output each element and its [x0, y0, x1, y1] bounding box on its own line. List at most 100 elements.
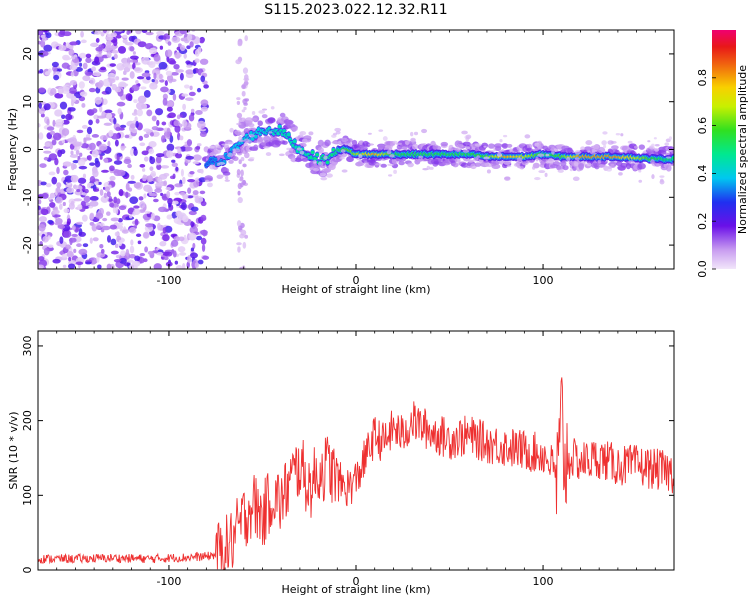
noise-speckle [95, 212, 104, 219]
noise-speckle [109, 224, 118, 230]
noise-speckle [114, 139, 119, 147]
noise-speckle [106, 191, 111, 198]
ridge-speckle [524, 134, 531, 139]
noise-speckle [101, 225, 111, 231]
noise-speckle [114, 243, 119, 249]
noise-speckle [157, 222, 161, 231]
ridge-speckle [218, 161, 226, 165]
ridge-speckle [483, 145, 487, 148]
noise-speckle [194, 262, 200, 269]
noise-speckle [110, 32, 118, 38]
noise-speckle [49, 130, 56, 135]
noise-speckle [75, 66, 83, 72]
noise-speckle [156, 251, 164, 256]
spectrogram-y-tick-label: 10 [21, 95, 34, 109]
noise-speckle [118, 239, 123, 247]
noise-speckle [129, 46, 135, 52]
ridge-speckle [386, 149, 392, 155]
noise-speckle [239, 182, 244, 188]
ridge-halo [578, 163, 584, 171]
noise-speckle [182, 103, 187, 111]
noise-speckle [184, 84, 190, 89]
noise-speckle [186, 64, 193, 68]
noise-speckle [200, 99, 209, 107]
noise-speckle [174, 125, 181, 133]
noise-speckle [105, 86, 112, 95]
ridge-core [671, 156, 674, 160]
ridge-speckle [209, 164, 216, 170]
noise-speckle [241, 84, 246, 90]
noise-speckle [144, 210, 151, 214]
ridge-speckle [551, 149, 555, 155]
noise-speckle [195, 235, 203, 241]
noise-speckle [84, 188, 89, 194]
noise-speckle [166, 143, 175, 152]
noise-speckle [44, 142, 51, 148]
ridge-speckle [337, 140, 342, 145]
ridge-speckle [374, 163, 382, 166]
noise-speckle [117, 225, 124, 230]
ridge-halo [665, 164, 672, 172]
noise-speckle [134, 255, 141, 262]
ridge-speckle [389, 154, 395, 158]
noise-speckle [91, 66, 96, 72]
ridge-speckle [519, 166, 524, 170]
noise-speckle [137, 95, 147, 104]
noise-speckle [182, 215, 189, 223]
ridge-speckle [301, 138, 308, 144]
noise-speckle [71, 225, 76, 231]
noise-speckle [70, 71, 75, 77]
noise-speckle [89, 77, 96, 85]
noise-speckle [58, 203, 63, 210]
noise-speckle [177, 147, 182, 155]
ridge-halo [474, 162, 482, 167]
noise-speckle [145, 31, 154, 36]
ridge-speckle [580, 146, 586, 151]
noise-speckle [80, 31, 84, 38]
ridge-speckle [413, 131, 419, 136]
noise-speckle [174, 260, 179, 265]
noise-speckle [116, 169, 126, 177]
ridge-speckle [312, 159, 317, 165]
noise-speckle [102, 30, 107, 34]
ridge-speckle [660, 178, 664, 183]
ridge-speckle [279, 136, 284, 142]
noise-speckle [196, 87, 202, 93]
noise-speckle [40, 208, 47, 215]
ridge-speckle [262, 146, 270, 149]
ridge-speckle [569, 168, 573, 172]
ridge-speckle [257, 137, 265, 141]
ridge-speckle [557, 169, 564, 173]
ridge-speckle [364, 161, 368, 164]
ridge-speckle [548, 157, 553, 162]
noise-speckle [108, 129, 114, 137]
snr-x-axis-label: Height of straight line (km) [281, 583, 430, 596]
noise-speckle [174, 191, 180, 196]
noise-speckle [145, 223, 154, 228]
ridge-speckle [592, 144, 600, 150]
noise-speckle [43, 150, 52, 154]
noise-speckle [117, 108, 122, 115]
noise-speckle [90, 42, 99, 48]
ridge-speckle [603, 144, 607, 149]
noise-speckle [185, 69, 195, 75]
noise-speckle [89, 176, 96, 184]
ridge-speckle [590, 152, 597, 155]
ridge-core [253, 135, 258, 138]
colorbar-tick-label: 0.8 [696, 69, 709, 87]
noise-speckle [82, 75, 91, 82]
noise-speckle [51, 139, 57, 146]
noise-speckle [88, 142, 96, 151]
noise-speckle [132, 62, 136, 70]
noise-speckle [197, 46, 202, 54]
noise-speckle [43, 44, 53, 52]
ridge-halo [285, 120, 294, 125]
noise-speckle [183, 53, 187, 59]
noise-speckle [123, 262, 131, 267]
noise-speckle [52, 258, 61, 264]
ridge-speckle [462, 149, 470, 153]
colorbar-tick-label: 0.6 [696, 117, 709, 135]
noise-speckle [72, 160, 79, 164]
snr-y-tick-label: 100 [21, 485, 34, 506]
noise-speckle [78, 81, 85, 89]
